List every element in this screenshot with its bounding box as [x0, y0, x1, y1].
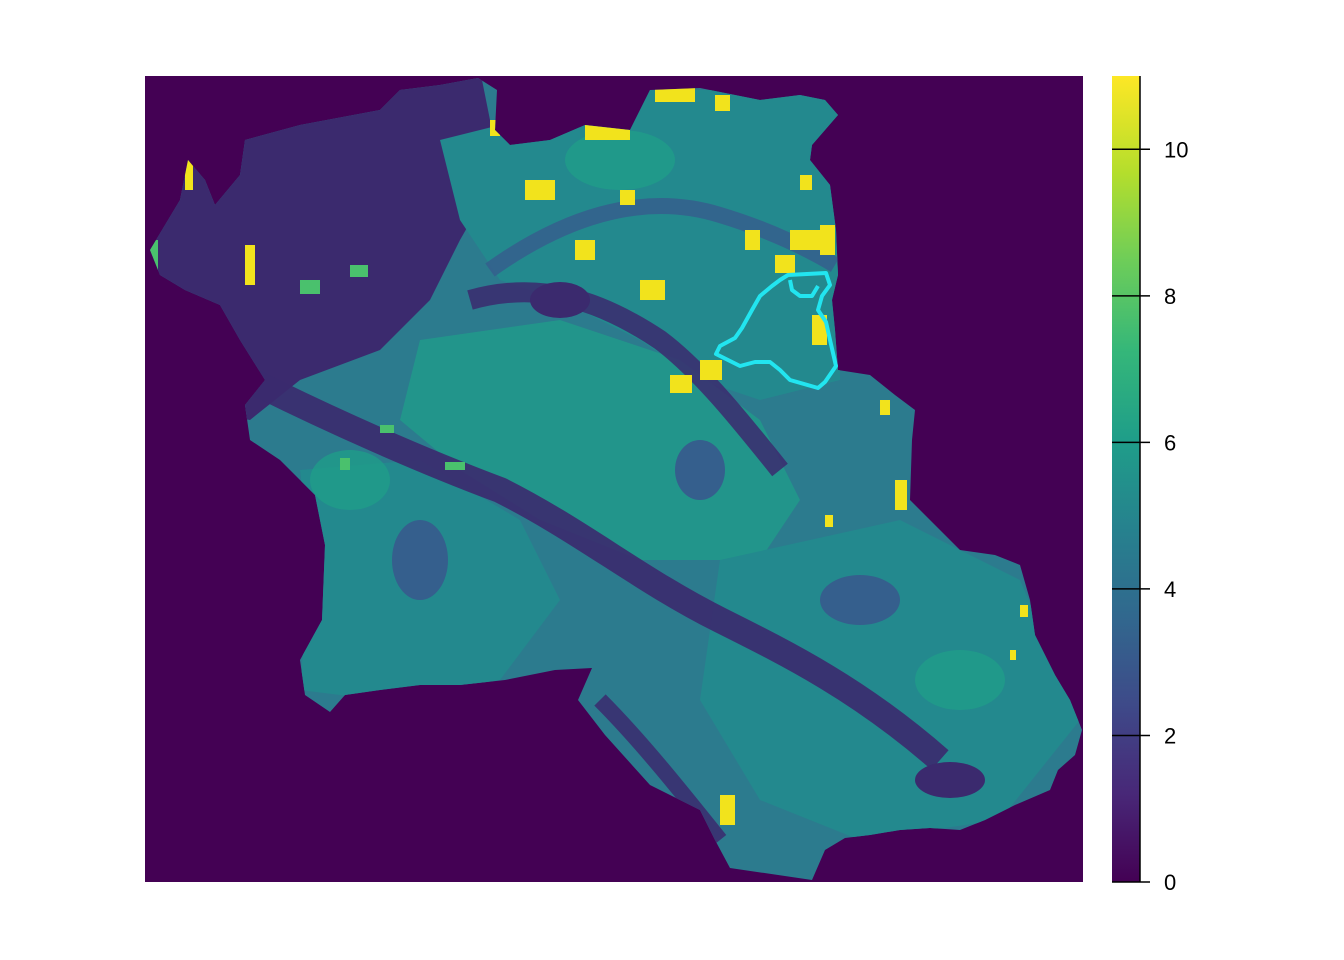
- colorbar-tick-label-2: 2: [1164, 723, 1176, 748]
- colorbar-tick-label-0: 0: [1164, 870, 1176, 895]
- colorbar-tick-label-6: 6: [1164, 430, 1176, 455]
- colorbar-ticks: 0 2 4 6 8 10: [1112, 137, 1188, 895]
- main-channel: [244, 368, 949, 770]
- teal-patch: [310, 450, 390, 510]
- colorbar-tick-label-8: 8: [1164, 284, 1176, 309]
- upper-channel: [467, 282, 788, 477]
- dark-patch: [392, 520, 448, 600]
- dark-patch: [530, 282, 590, 318]
- colorbar: [1112, 76, 1140, 882]
- dark-patch: [915, 762, 985, 798]
- dark-patch: [675, 440, 725, 500]
- teal-patch: [565, 130, 675, 190]
- colorbar-tick-label-10: 10: [1164, 137, 1188, 162]
- yellow-cells: [185, 88, 1028, 825]
- dark-patch: [820, 575, 900, 625]
- colorbar-tick-label-4: 4: [1164, 577, 1176, 602]
- green-cells: [150, 240, 465, 470]
- northeast-high-zone: [440, 90, 840, 400]
- southeast-green-zone: [700, 520, 1080, 840]
- teal-patch: [915, 650, 1005, 710]
- subcatchment-boundary: [714, 271, 838, 390]
